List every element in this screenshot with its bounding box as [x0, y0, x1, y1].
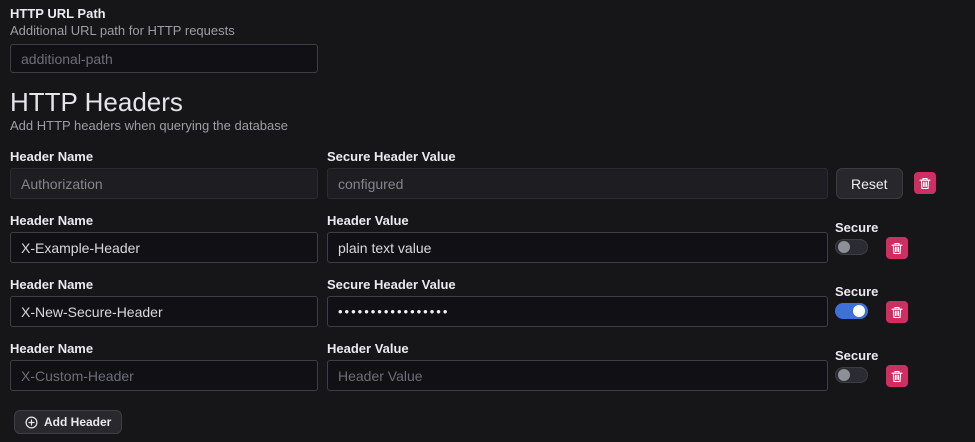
secure-header-value-input[interactable] — [327, 296, 828, 327]
header-row: Header Name Header Value Secure — [10, 214, 975, 263]
header-name-label: Header Name — [10, 277, 94, 292]
header-name-label: Header Name — [10, 149, 94, 164]
header-name-input[interactable] — [10, 360, 318, 391]
http-headers-title: HTTP Headers — [10, 87, 183, 117]
http-headers-description: Add HTTP headers when querying the datab… — [10, 118, 288, 133]
url-path-input[interactable] — [10, 44, 318, 73]
trash-icon — [891, 306, 903, 319]
header-row: Header Name Secure Header Value Reset — [10, 150, 975, 199]
toggle-knob — [838, 241, 850, 253]
delete-header-button[interactable] — [913, 172, 936, 194]
header-value-input[interactable] — [327, 232, 828, 263]
trash-icon — [919, 177, 931, 190]
header-name-input[interactable] — [10, 296, 318, 327]
add-header-button[interactable]: Add Header — [14, 410, 123, 434]
delete-header-button[interactable] — [886, 301, 908, 323]
add-header-label: Add Header — [44, 415, 112, 429]
header-name-input[interactable] — [10, 232, 318, 263]
header-value-label: Secure Header Value — [327, 277, 456, 292]
toggle-knob — [853, 305, 865, 317]
header-value-label: Header Value — [327, 341, 409, 356]
delete-header-button[interactable] — [886, 365, 908, 387]
secure-toggle[interactable] — [835, 239, 868, 255]
secure-label: Secure — [835, 348, 879, 363]
url-path-label: HTTP URL Path — [10, 6, 106, 21]
header-value-label: Secure Header Value — [327, 149, 456, 164]
header-row: Header Name Header Value Secure — [10, 342, 975, 391]
trash-icon — [891, 242, 903, 255]
url-path-section: HTTP URL Path Additional URL path for HT… — [10, 7, 975, 73]
header-name-label: Header Name — [10, 341, 94, 356]
secure-toggle[interactable] — [835, 367, 868, 383]
url-path-description: Additional URL path for HTTP requests — [10, 23, 235, 38]
trash-icon — [891, 370, 903, 383]
reset-button[interactable]: Reset — [836, 168, 903, 199]
header-value-label: Header Value — [327, 213, 409, 228]
secure-label: Secure — [835, 284, 879, 299]
header-row: Header Name Secure Header Value Secure — [10, 278, 975, 327]
toggle-knob — [838, 369, 850, 381]
circle-plus-icon — [25, 416, 38, 429]
header-name-input — [10, 168, 318, 199]
secure-label: Secure — [835, 220, 879, 235]
header-name-label: Header Name — [10, 213, 94, 228]
header-value-input[interactable] — [327, 360, 828, 391]
secure-header-value-input — [327, 168, 828, 199]
delete-header-button[interactable] — [886, 237, 908, 259]
secure-toggle[interactable] — [835, 303, 868, 319]
